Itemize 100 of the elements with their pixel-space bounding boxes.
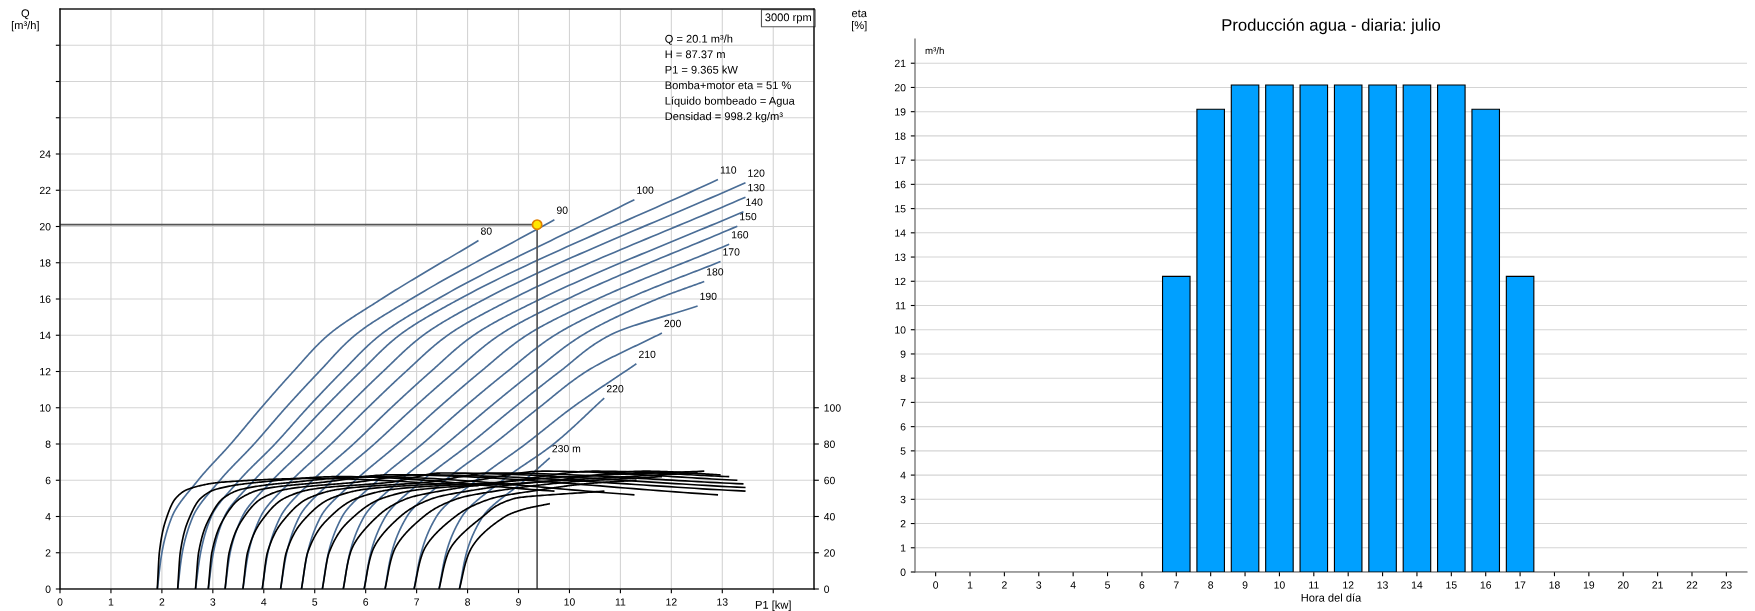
- x-tick-label: 7: [414, 598, 419, 606]
- x-tick-label: 1: [967, 581, 973, 589]
- x-tick-label: 2: [159, 598, 165, 606]
- x-tick-label: 14: [1411, 581, 1423, 589]
- y-tick-label: 20: [39, 223, 51, 231]
- series-label: 140: [746, 198, 763, 206]
- y-tick-label: 16: [895, 180, 906, 189]
- y-tick-label: 9: [900, 350, 906, 358]
- y-tick-label: 2: [45, 549, 51, 557]
- x-tick-label: 12: [666, 598, 677, 606]
- x-tick-label: 3: [210, 598, 216, 606]
- annotation: Densidad = 998.2 kg/m³: [665, 111, 783, 123]
- x-axis-title: P1 [kw]: [755, 600, 791, 611]
- y-tick-label: 8: [45, 440, 51, 448]
- y-tick-label: 0: [900, 568, 906, 576]
- y-tick-label: 10: [895, 326, 906, 334]
- x-tick-label: 9: [1242, 581, 1248, 589]
- y-tick-label: 19: [895, 108, 906, 116]
- x-tick-label: 12: [1343, 581, 1354, 589]
- x-tick-label: 10: [564, 598, 575, 606]
- series-label: 210: [638, 350, 656, 359]
- annotation: Bomba+motor eta = 51 %: [665, 81, 791, 90]
- x-tick-label: 20: [1617, 581, 1629, 589]
- y-tick-label: 18: [40, 259, 51, 267]
- x-tick-label: 8: [1208, 581, 1214, 589]
- x-tick-label: 11: [615, 598, 626, 606]
- y-tick-label: 20: [894, 83, 906, 92]
- y-tick-label: 16: [40, 295, 51, 303]
- y-tick-label: 14: [40, 331, 51, 340]
- y-tick-label: 17: [895, 156, 906, 164]
- y2-tick-label: 20: [824, 549, 835, 557]
- y-tick-label: 8: [900, 374, 906, 383]
- x-tick-label: 7: [1173, 581, 1179, 589]
- series-label: 160: [731, 231, 749, 239]
- series-label: 80: [480, 227, 492, 235]
- x-tick-label: 17: [1515, 581, 1526, 589]
- x-tick-label: 23: [1721, 581, 1732, 589]
- y-tick-label: 12: [40, 368, 51, 376]
- x-tick-label: 15: [1446, 581, 1457, 589]
- x-tick-label: 22: [1686, 581, 1698, 589]
- y-tick-label: 1: [900, 544, 906, 552]
- y-tick-label: 11: [895, 302, 906, 310]
- x-tick-label: 6: [1139, 581, 1145, 589]
- y2-tick-label: 40: [823, 513, 835, 521]
- x-tick-label: 9: [516, 598, 521, 606]
- x-tick-label: 21: [1652, 581, 1663, 589]
- x-tick-label: 13: [1377, 581, 1388, 589]
- annotation: Q = 20.1 m³/h: [665, 34, 733, 45]
- x-tick-label: 5: [1105, 581, 1110, 589]
- series-label: 180: [707, 268, 724, 276]
- series-label: 150: [740, 212, 757, 221]
- series-label: 220: [606, 385, 624, 393]
- chart-title: Producción agua - diaria: julio: [1222, 18, 1441, 35]
- y-tick-label: 14: [895, 229, 906, 237]
- x-tick-label: 1: [108, 598, 114, 606]
- y2-axis-title: eta [%]: [851, 9, 867, 32]
- series-label: 130: [748, 183, 765, 192]
- y-tick-label: 5: [900, 447, 906, 455]
- annotation: H = 87.37 m: [665, 50, 725, 59]
- series-label: 90: [556, 206, 568, 214]
- y-tick-label: 3: [900, 495, 906, 504]
- x-tick-label: 13: [717, 598, 728, 606]
- x-tick-label: 3: [1036, 581, 1042, 589]
- x-tick-label: 6: [363, 598, 369, 606]
- annotation: P1 = 9.365 kW: [665, 65, 738, 74]
- x-tick-label: 18: [1549, 581, 1560, 589]
- series-label: 120: [748, 169, 765, 177]
- annotation: Líquido bombeado = Agua: [665, 96, 795, 107]
- x-tick-label: 2: [1002, 581, 1007, 589]
- y-tick-label: 2: [900, 520, 906, 528]
- y-tick-label: 7: [900, 399, 906, 407]
- annotation: 3000 rpm: [765, 13, 812, 24]
- series-label: 170: [723, 248, 740, 256]
- y2-tick-label: 80: [824, 440, 835, 448]
- x-tick-label: 11: [1309, 581, 1319, 589]
- y2-tick-label: 100: [824, 404, 841, 412]
- y-tick-label: 18: [895, 132, 906, 140]
- y-axis-title: m³/h: [925, 46, 944, 55]
- x-axis-title: Hora del día: [1301, 593, 1362, 602]
- series-label: 190: [700, 292, 717, 301]
- y-tick-label: 13: [895, 253, 906, 261]
- y2-tick-label: 60: [824, 476, 835, 485]
- y-tick-label: 24: [39, 150, 51, 158]
- x-tick-label: 8: [465, 598, 471, 606]
- series-label: 110: [720, 166, 737, 174]
- y-tick-label: 6: [45, 476, 51, 485]
- series-label: 100: [637, 186, 654, 194]
- y-tick-label: 22: [39, 186, 51, 195]
- series-label: 230 m: [552, 444, 581, 453]
- series-label: 200: [664, 319, 681, 328]
- y-tick-label: 15: [895, 205, 906, 213]
- y-axis-title: Q [m³/h]: [11, 9, 39, 32]
- x-tick-label: 0: [57, 598, 63, 606]
- x-tick-label: 5: [312, 598, 318, 606]
- y-tick-label: 21: [894, 59, 906, 67]
- x-tick-label: 4: [261, 598, 267, 606]
- x-tick-label: 19: [1583, 581, 1595, 589]
- y-tick-label: 12: [895, 277, 906, 286]
- x-tick-label: 0: [933, 581, 939, 589]
- x-tick-label: 4: [1070, 581, 1076, 589]
